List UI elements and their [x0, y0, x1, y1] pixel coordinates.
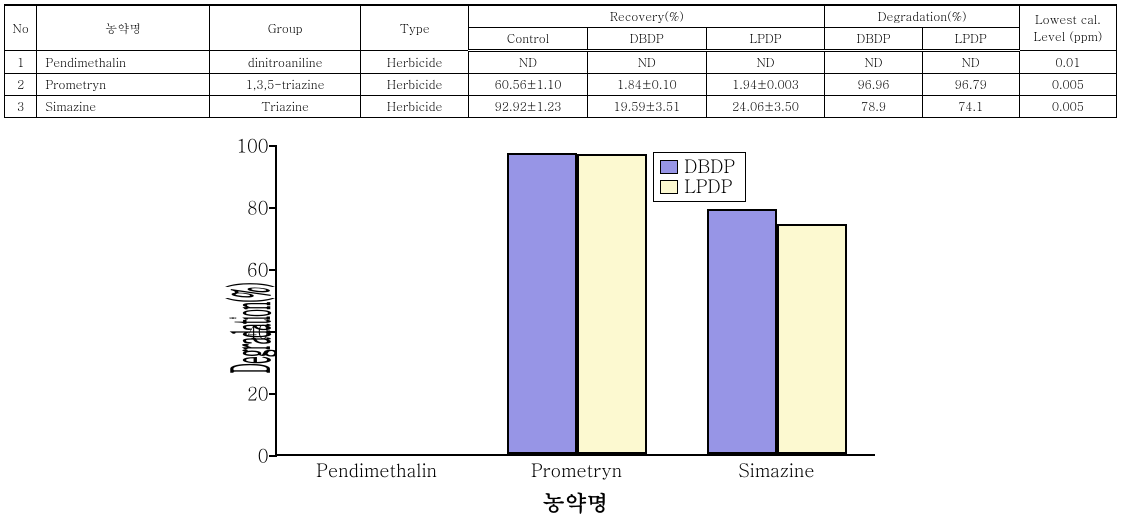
- cell-group: Triazine: [210, 96, 361, 118]
- cell-d_dbdp: ND: [825, 51, 922, 74]
- th-recovery: Recovery(%): [469, 5, 825, 28]
- ytick-label: 100: [236, 134, 268, 159]
- cell-lcl: 0.005: [1019, 96, 1116, 118]
- cell-lcl: 0.005: [1019, 74, 1116, 96]
- cell-r_control: 60.56±1.10: [469, 74, 588, 96]
- bar-lpdp: [777, 224, 847, 454]
- legend-label: LPDP: [684, 177, 732, 197]
- cell-d_dbdp: 96.96: [825, 74, 922, 96]
- legend: DBDPLPDP: [653, 152, 746, 202]
- cell-name: Prometryn: [37, 74, 210, 96]
- cell-group: dinitroaniline: [210, 51, 361, 74]
- cell-type: Herbicide: [361, 74, 469, 96]
- xcat-label: Pendimethalin: [316, 458, 437, 483]
- ytick-mark: [269, 207, 277, 209]
- cell-r_dbdp: ND: [587, 51, 706, 74]
- ytick-label: 40: [247, 320, 268, 345]
- th-no: No: [5, 5, 37, 51]
- bar-lpdp: [577, 154, 647, 454]
- th-rec-dbdp: DBDP: [587, 28, 706, 51]
- th-group: Group: [210, 5, 361, 51]
- th-degradation: Degradation(%): [825, 5, 1019, 28]
- cell-r_control: 92.92±1.23: [469, 96, 588, 118]
- cell-name: Pendimethalin: [37, 51, 210, 74]
- bar-dbdp: [507, 153, 577, 454]
- table-body: 1PendimethalindinitroanilineHerbicideNDN…: [5, 51, 1117, 118]
- ytick-mark: [269, 269, 277, 271]
- data-table: No 농약명 Group Type Recovery(%) Degradatio…: [4, 4, 1117, 118]
- cell-r_lpdp: 24.06±3.50: [706, 96, 825, 118]
- th-rec-lpdp: LPDP: [706, 28, 825, 51]
- cell-group: 1,3,5-triazine: [210, 74, 361, 96]
- cell-type: Herbicide: [361, 96, 469, 118]
- legend-item: LPDP: [660, 177, 735, 197]
- cell-d_lpdp: 96.79: [922, 74, 1019, 96]
- cell-d_dbdp: 78.9: [825, 96, 922, 118]
- cell-lcl: 0.01: [1019, 51, 1116, 74]
- degradation-chart: Degradation(%) DBDPLPDP 농약명 020406080100…: [191, 128, 931, 528]
- th-deg-lpdp: LPDP: [922, 28, 1019, 51]
- cell-d_lpdp: ND: [922, 51, 1019, 74]
- ytick-label: 60: [247, 258, 268, 283]
- ytick-label: 0: [258, 444, 269, 469]
- cell-name: Simazine: [37, 96, 210, 118]
- table-row: 3SimazineTriazineHerbicide92.92±1.2319.5…: [5, 96, 1117, 118]
- x-axis-title: 농약명: [543, 487, 609, 518]
- th-type: Type: [361, 5, 469, 51]
- xcat-label: Prometryn: [531, 458, 622, 483]
- th-name: 농약명: [37, 5, 210, 51]
- th-lcl: Lowest cal. Level (ppm): [1019, 5, 1116, 51]
- bar-dbdp: [707, 209, 777, 454]
- cell-r_control: ND: [469, 51, 588, 74]
- ytick-mark: [269, 331, 277, 333]
- plot-area: DBDPLPDP 농약명 020406080100PendimethalinPr…: [275, 146, 875, 456]
- ytick-label: 80: [247, 196, 268, 221]
- ytick-mark: [269, 455, 277, 457]
- cell-no: 1: [5, 51, 37, 74]
- ytick-mark: [269, 145, 277, 147]
- cell-r_dbdp: 19.59±3.51: [587, 96, 706, 118]
- xcat-label: Simazine: [738, 458, 814, 483]
- cell-no: 3: [5, 96, 37, 118]
- table-row: 2Prometryn1,3,5-triazineHerbicide60.56±1…: [5, 74, 1117, 96]
- th-deg-dbdp: DBDP: [825, 28, 922, 51]
- ytick-label: 20: [247, 382, 268, 407]
- th-rec-control: Control: [469, 28, 588, 51]
- cell-r_lpdp: ND: [706, 51, 825, 74]
- legend-swatch: [660, 180, 678, 194]
- cell-r_dbdp: 1.84±0.10: [587, 74, 706, 96]
- cell-r_lpdp: 1.94±0.003: [706, 74, 825, 96]
- cell-d_lpdp: 74.1: [922, 96, 1019, 118]
- cell-no: 2: [5, 74, 37, 96]
- cell-type: Herbicide: [361, 51, 469, 74]
- table-row: 1PendimethalindinitroanilineHerbicideNDN…: [5, 51, 1117, 74]
- ytick-mark: [269, 393, 277, 395]
- legend-swatch: [660, 160, 678, 174]
